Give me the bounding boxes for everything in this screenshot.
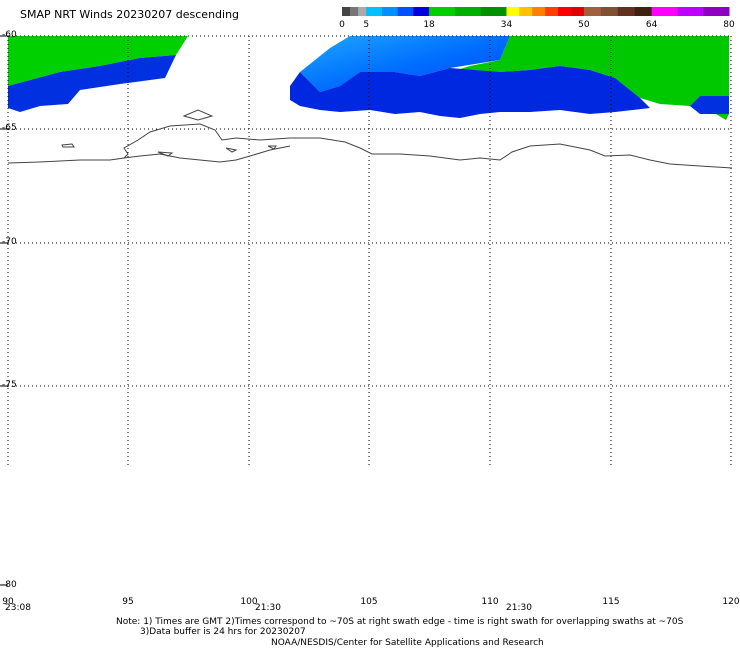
swath-left-green	[8, 36, 188, 86]
lon-label: 115	[602, 597, 620, 607]
colorbar-swatch	[381, 7, 399, 16]
swath-far-right-blue	[690, 96, 729, 114]
swath-time-label: 21:30	[255, 603, 281, 613]
lon-label: 90	[2, 597, 14, 607]
swath-right-green	[450, 36, 729, 106]
colorbar-swatch	[583, 7, 602, 16]
colorbar-swatch	[342, 7, 351, 16]
lon-label: 95	[122, 597, 134, 607]
colorbar-swatch	[545, 7, 559, 16]
lat-label: -80	[2, 580, 17, 590]
colorbar-swatch	[429, 7, 456, 16]
colorbar-swatch	[480, 7, 507, 16]
lat-label: -70	[2, 237, 17, 247]
colorbar-tick-label: 64	[645, 20, 658, 30]
colorbar-swatch	[454, 7, 482, 16]
colorbar-swatch	[358, 7, 367, 16]
lon-label: 105	[360, 597, 378, 607]
colorbar-tick-label: 34	[500, 20, 513, 30]
lon-label: 120	[722, 597, 740, 607]
note-credit: NOAA/NESDIS/Center for Satellite Applica…	[271, 638, 544, 648]
colorbar-swatch	[600, 7, 619, 16]
wind-swaths	[8, 36, 729, 120]
colorbar-swatch	[350, 7, 359, 16]
colorbar-swatch	[413, 7, 430, 16]
lat-label: -60	[2, 30, 17, 40]
colorbar-swatch	[570, 7, 585, 16]
swath-time-label: 21:30	[506, 603, 532, 613]
colorbar-tick-label: 50	[578, 20, 590, 30]
lon-label: 110	[481, 597, 499, 607]
colorbar	[342, 7, 730, 16]
colorbar-tick-label: 0	[339, 20, 345, 30]
colorbar-swatch	[397, 7, 414, 16]
colorbar-swatch	[366, 7, 383, 16]
map-axes	[0, 35, 8, 586]
note-line-1: Note: 1) Times are GMT 2)Times correspon…	[116, 617, 684, 627]
note-line-2: 3)Data buffer is 24 hrs for 20230207	[140, 627, 306, 637]
colorbar-tick-label: 5	[363, 20, 370, 30]
antarctic-coastline	[7, 109, 733, 169]
colorbar-swatch	[677, 7, 704, 16]
lon-label: 100	[240, 597, 258, 607]
lat-label: -65	[2, 123, 17, 133]
swath-left-blue	[8, 55, 176, 112]
swath-edge-green	[716, 114, 729, 120]
colorbar-swatch	[703, 7, 730, 16]
colorbar-swatch	[532, 7, 546, 16]
colorbar-tick-label: 18	[423, 20, 435, 30]
colorbar-swatch	[617, 7, 636, 16]
colorbar-tick-label: 80	[723, 20, 735, 30]
map-title: SMAP NRT Winds 20230207 descending	[20, 8, 240, 21]
swath-time-label: 23:08	[5, 603, 31, 613]
colorbar-swatch	[634, 7, 653, 16]
colorbar-swatch	[506, 7, 520, 16]
colorbar-swatch	[519, 7, 533, 16]
swath-right-blue	[300, 36, 510, 92]
colorbar-swatch	[651, 7, 678, 16]
lat-label: -75	[2, 380, 17, 390]
colorbar-swatch	[558, 7, 572, 16]
swath-right-deepblue	[290, 66, 650, 118]
map-grid	[7, 35, 732, 465]
